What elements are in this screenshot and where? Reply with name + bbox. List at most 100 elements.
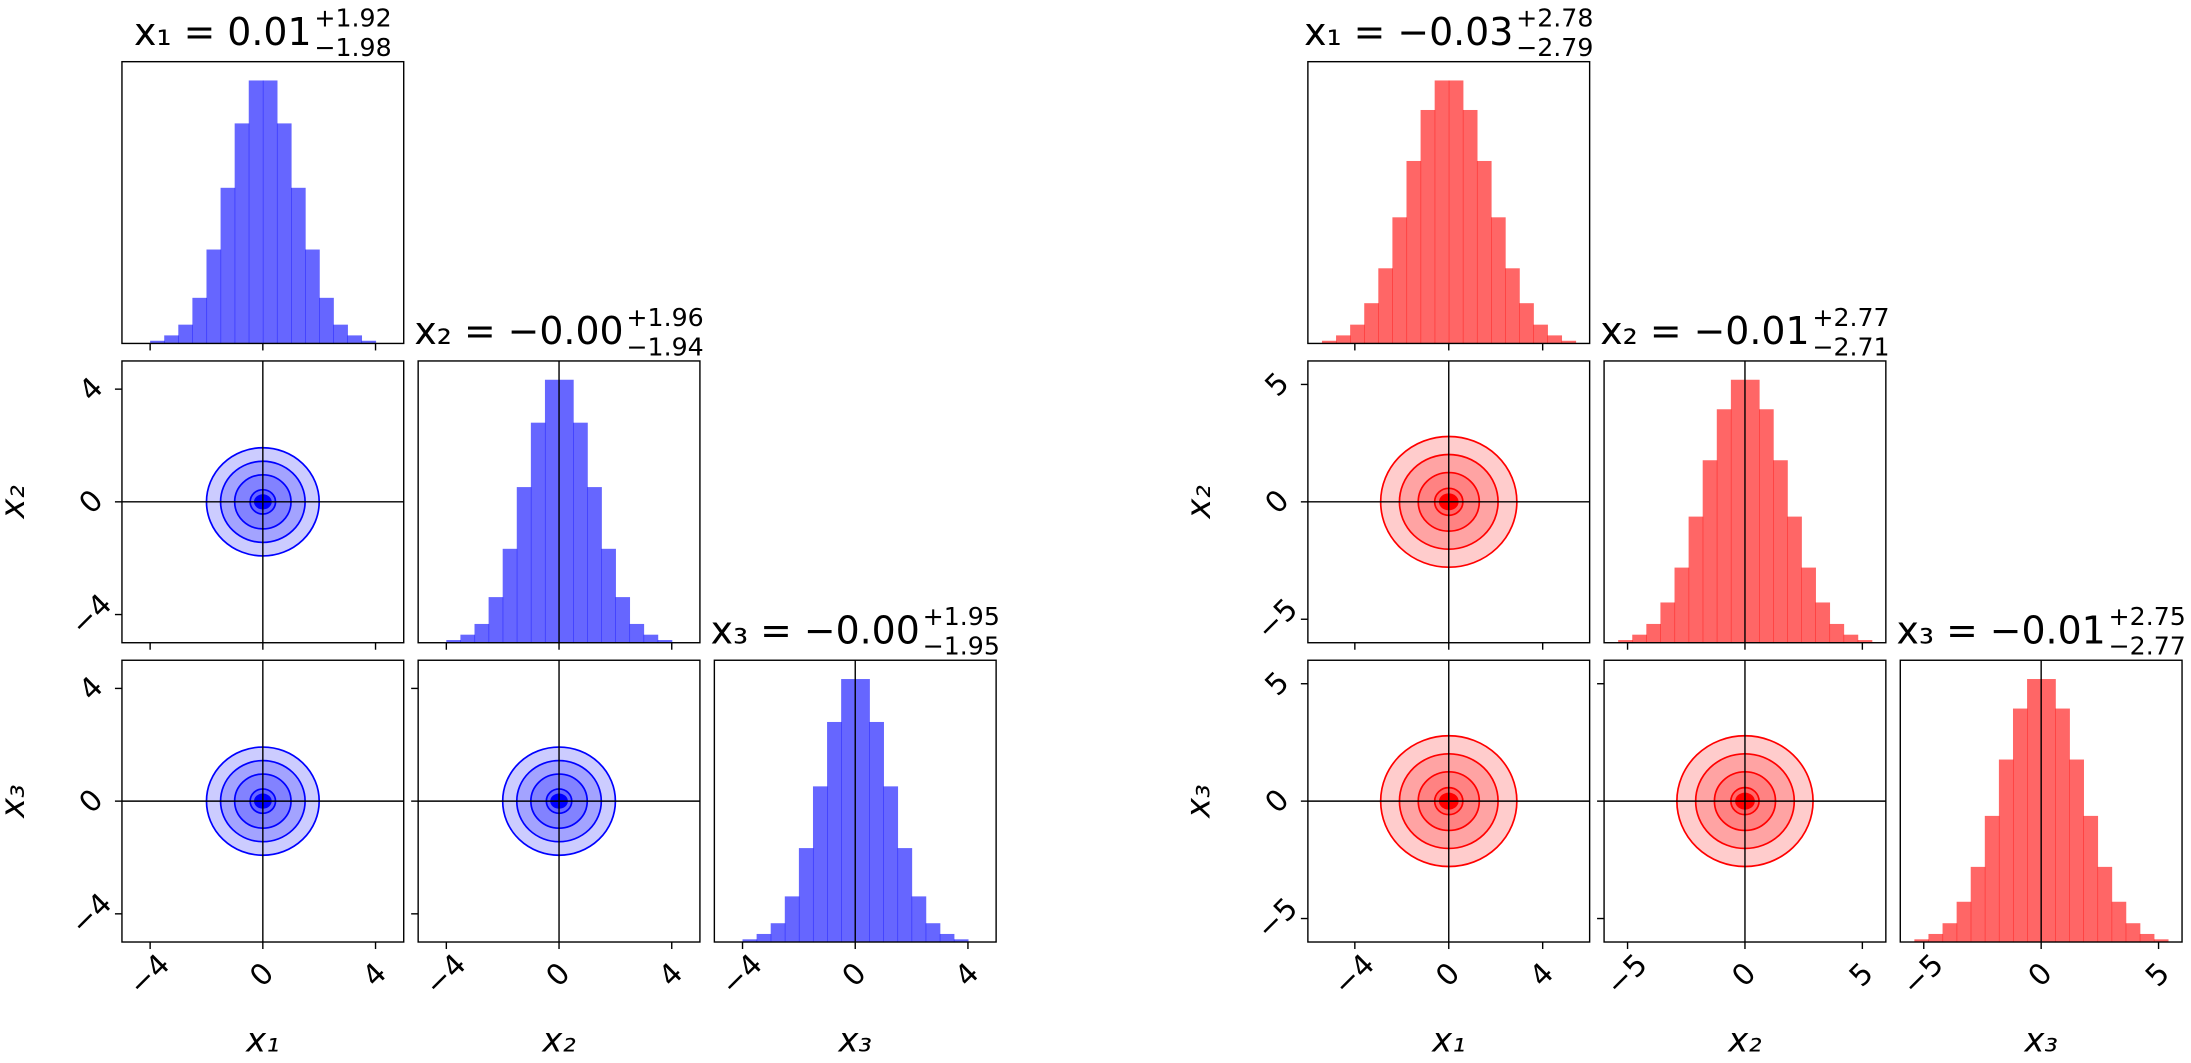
- x-axis-label: x₂: [541, 1020, 575, 1059]
- panel-title: x₂ = −0.01: [1600, 309, 1809, 353]
- histogram-bar: [841, 679, 856, 943]
- histogram-bar: [502, 548, 518, 643]
- histogram-bar: [1702, 460, 1718, 643]
- x-tick-label: 5: [1843, 956, 1880, 993]
- panel: x₃ = −0.01 +2.75−2.77 −5 0 5 x₃: [1895, 602, 2186, 1059]
- histogram-bar: [2055, 708, 2070, 943]
- x-tick-label: −5: [1895, 947, 1950, 1002]
- histogram-bar: [1984, 815, 2000, 943]
- histogram-bar: [1759, 409, 1774, 643]
- x-tick-label: 4: [948, 956, 985, 993]
- histogram-bar: [2083, 815, 2099, 943]
- histogram-bar: [939, 933, 955, 943]
- y-tick-label: 0: [72, 483, 109, 520]
- panel-title: x₂ = −0.00: [414, 309, 623, 353]
- histogram-bar: [1364, 303, 1379, 344]
- histogram-bar: [1773, 460, 1788, 643]
- panel-content: [1307, 660, 1590, 943]
- histogram-bar: [347, 335, 363, 344]
- panel: x₃ = −0.00 +1.95−1.95 −4 0 4 x₃: [711, 602, 1000, 1059]
- histogram-bar: [1561, 340, 1577, 344]
- histogram-bar: [1505, 268, 1520, 344]
- histogram-bar: [1801, 567, 1816, 643]
- histogram-bar: [629, 623, 645, 643]
- histogram-bar: [784, 896, 800, 943]
- histogram-bar: [291, 187, 306, 344]
- title-lower-error: −1.95: [923, 632, 1000, 661]
- title-upper-error: +1.92: [314, 4, 391, 33]
- histogram-bar: [305, 249, 320, 344]
- histogram-bar: [248, 80, 264, 344]
- panel-title: x₁ = 0.01: [134, 10, 312, 54]
- histogram-bar: [1998, 759, 2014, 943]
- histogram-bar: [446, 640, 461, 643]
- y-tick-label: 4: [72, 670, 109, 707]
- title-upper-error: +1.95: [923, 602, 1000, 631]
- histogram-bar: [150, 340, 165, 344]
- histogram-bar: [1914, 939, 1930, 943]
- histogram-bar: [2153, 939, 2169, 943]
- histogram-bar: [2139, 933, 2155, 943]
- x-axis-label: x₁: [245, 1020, 279, 1059]
- panel-content: [1307, 360, 1590, 643]
- x-tick-label: −4: [418, 947, 473, 1002]
- histogram-bar: [573, 422, 588, 643]
- y-axis-label: x₃: [1179, 784, 1218, 818]
- x-axis-label: x₃: [838, 1020, 872, 1059]
- histogram-bar: [1730, 379, 1746, 643]
- panel: −5 0 5 x₃ −4 0 4 x₁: [1179, 659, 1591, 1059]
- y-axis-label: x₂: [0, 485, 32, 519]
- panel-content: [121, 660, 404, 943]
- plot-area: x₁ = 0.01 +1.92−1.98 −4 0 4 x₂ x₂ = −0.00 +1.96…: [0, 4, 2186, 1060]
- histogram-bar: [1618, 640, 1633, 643]
- histogram-bar: [1533, 324, 1548, 344]
- histogram-bar: [192, 297, 208, 344]
- panel-content: [1604, 660, 1886, 943]
- x-tick-label: 0: [243, 956, 280, 993]
- panel-content: [1618, 360, 1873, 643]
- histogram-bar: [1942, 923, 1958, 943]
- panel-title: x₃ = −0.01: [1897, 608, 2106, 652]
- x-tick-label: 0: [1429, 956, 1466, 993]
- histogram-bar: [1660, 602, 1676, 643]
- panel-title: x₁ = −0.03: [1304, 10, 1513, 54]
- histogram-bar: [2097, 866, 2113, 943]
- histogram-bar: [883, 786, 899, 943]
- histogram-bar: [1406, 160, 1422, 344]
- histogram-bar: [1716, 409, 1732, 643]
- histogram-bar: [1336, 335, 1351, 344]
- histogram-bar: [897, 848, 913, 943]
- histogram-bar: [1350, 324, 1365, 344]
- panel: −5 0 5 x₂: [1179, 360, 1591, 650]
- title-lower-error: −2.79: [1516, 33, 1593, 62]
- histogram-bar: [530, 422, 546, 643]
- histogram-bar: [1857, 640, 1873, 643]
- title-upper-error: +2.77: [1812, 303, 1889, 332]
- y-tick-label: 0: [1258, 483, 1295, 520]
- histogram-bar: [742, 939, 758, 943]
- histogram-bar: [2012, 708, 2028, 943]
- x-tick-label: 0: [835, 956, 872, 993]
- histogram-bar: [220, 187, 236, 344]
- histogram-bar: [1378, 268, 1393, 344]
- histogram-bar: [1646, 623, 1661, 643]
- histogram-bar: [657, 640, 673, 643]
- histogram-bar: [262, 80, 278, 344]
- histogram-bar: [2041, 679, 2056, 943]
- x-axis-label: x₃: [2023, 1020, 2057, 1059]
- histogram-bar: [333, 324, 348, 344]
- histogram-bar: [2111, 901, 2127, 943]
- x-tick-label: 5: [2139, 956, 2176, 993]
- histogram-bar: [234, 123, 250, 344]
- x-axis-label: x₁: [1431, 1020, 1465, 1059]
- histogram-bar: [1688, 516, 1704, 643]
- histogram-bar: [827, 721, 842, 943]
- histogram-bar: [1815, 602, 1831, 643]
- histogram-bar: [488, 597, 504, 643]
- panel-content: [1914, 660, 2169, 943]
- x-tick-label: 0: [2021, 956, 2058, 993]
- panel-content: [121, 360, 404, 643]
- panel: −4 0 4 x₂: [0, 360, 405, 650]
- histogram-bar: [2069, 759, 2084, 943]
